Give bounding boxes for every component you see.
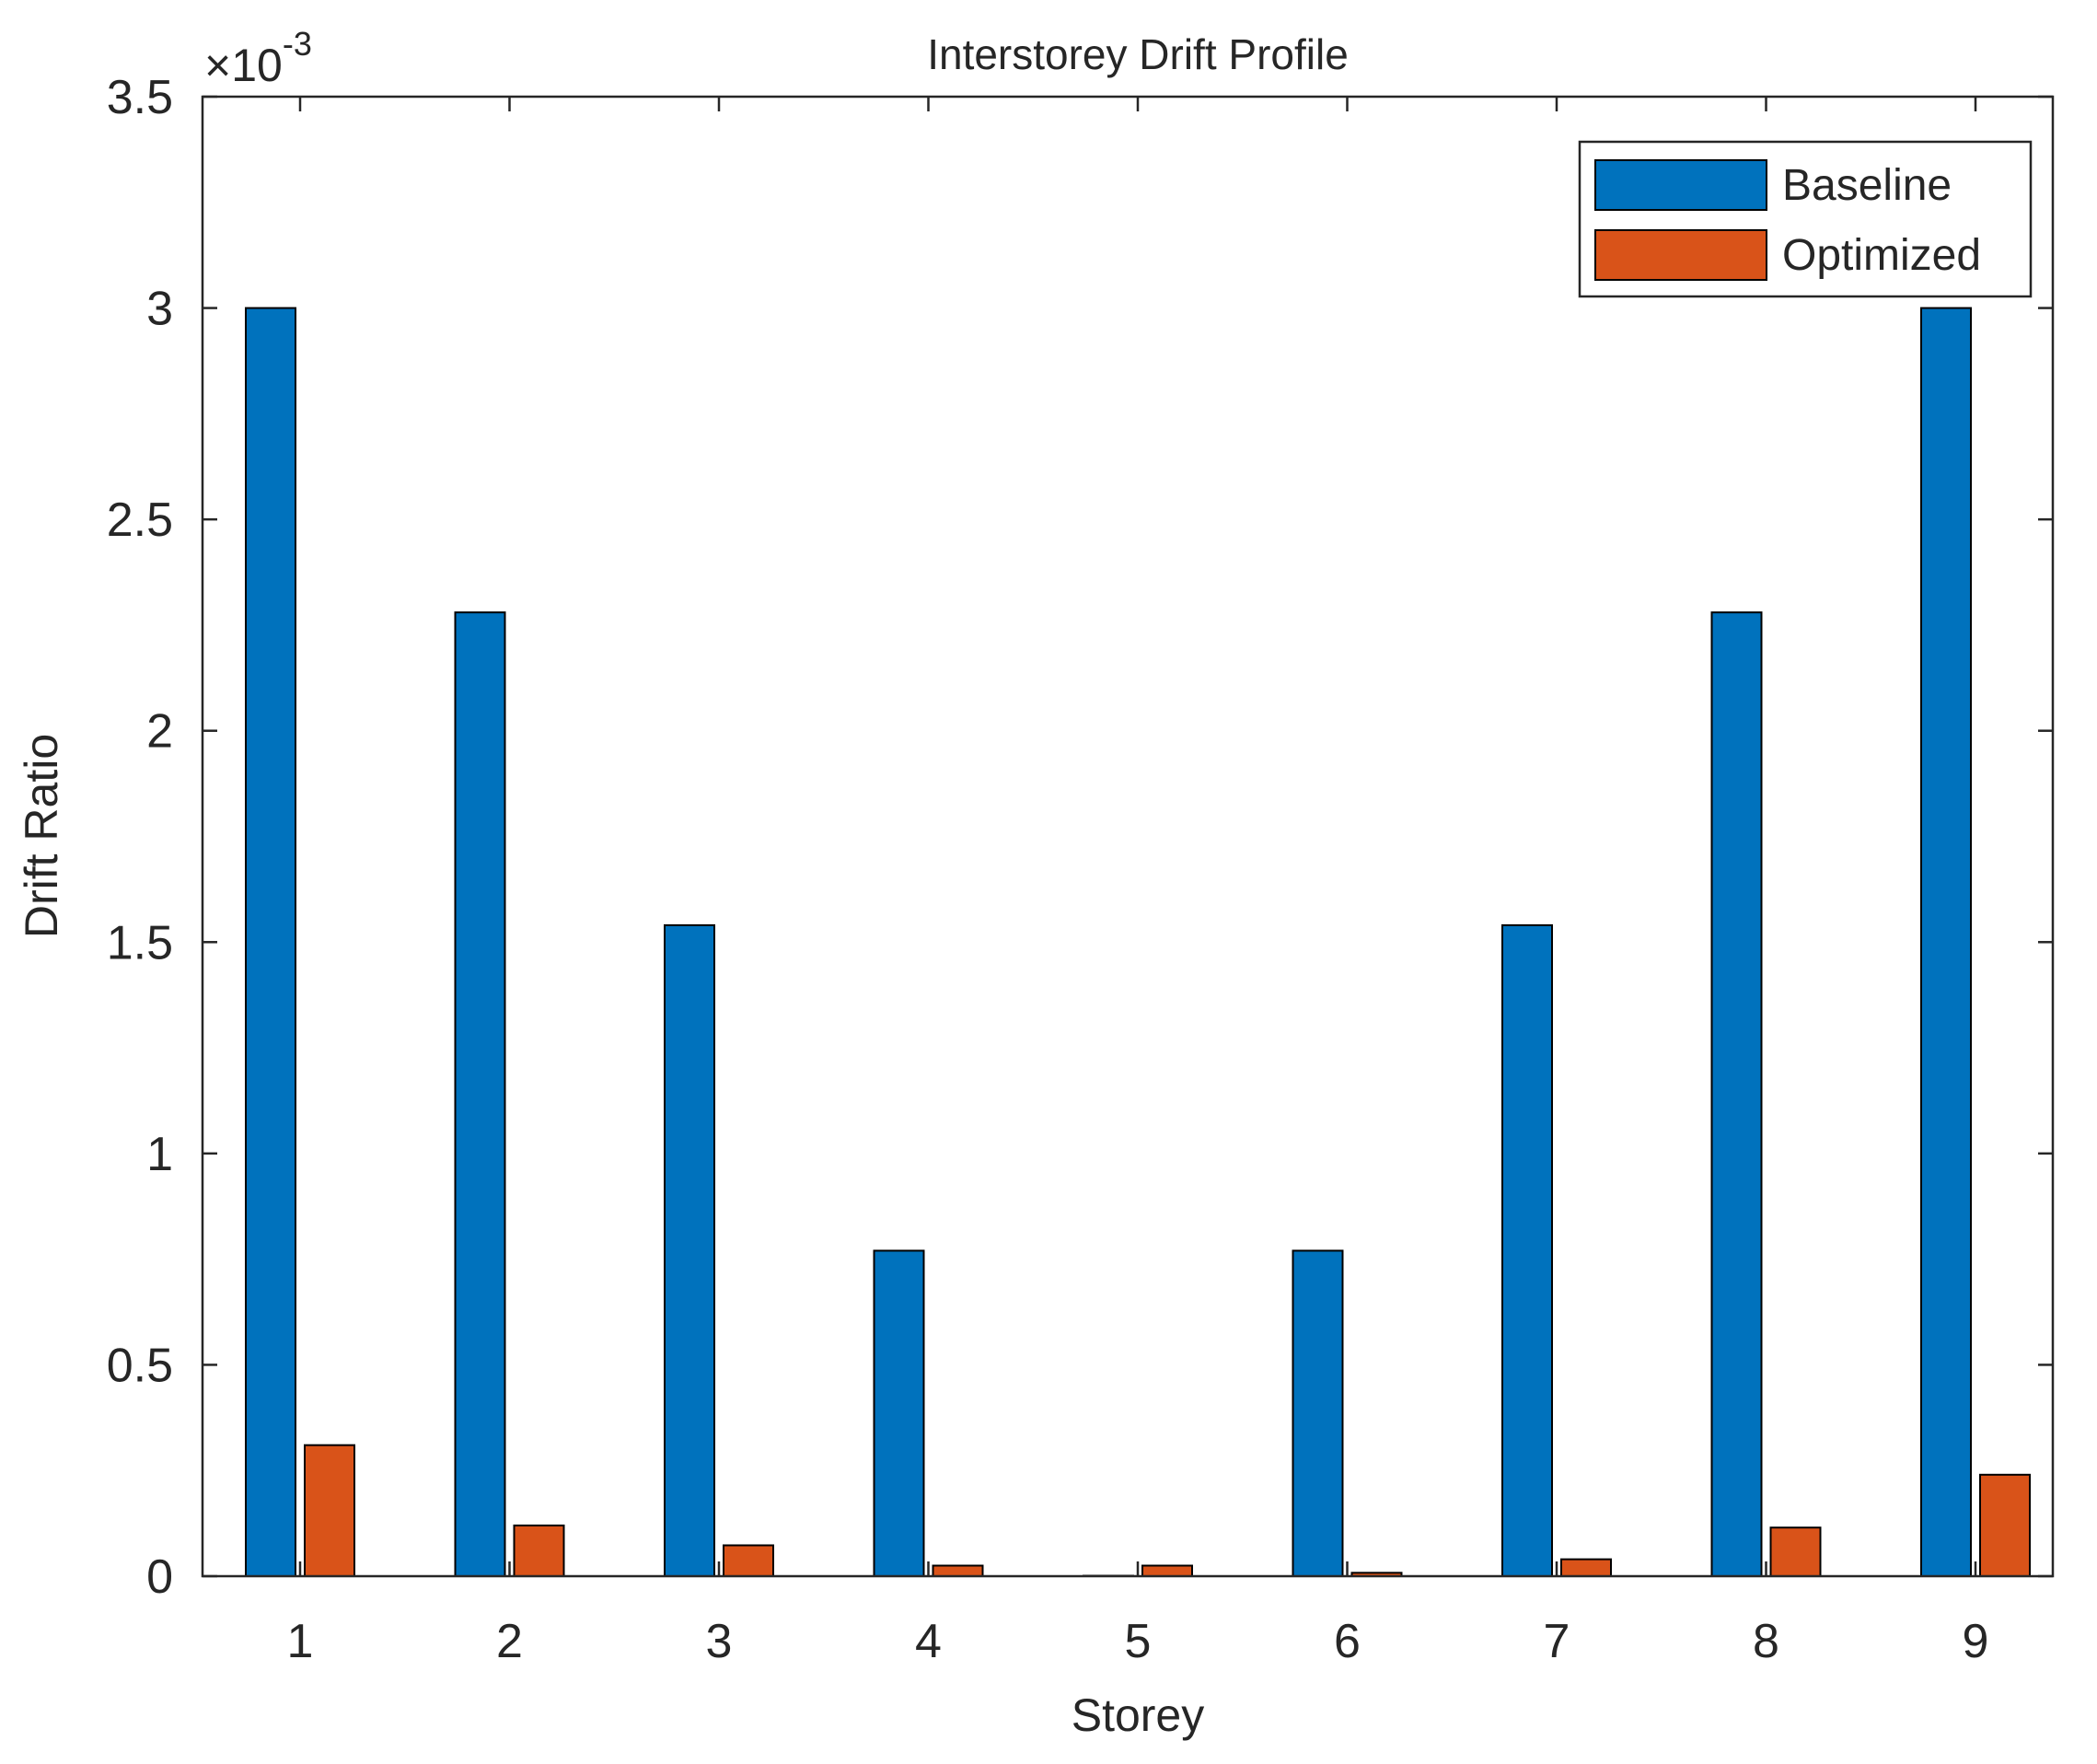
x-axis-label: Storey [1072, 1689, 1205, 1741]
bar-baseline-1 [245, 307, 296, 1578]
x-tick-labels: 1 2 3 4 5 6 7 8 9 [287, 1615, 1989, 1668]
bar-baseline-8 [1710, 611, 1763, 1577]
exponent-power: -3 [283, 25, 312, 63]
bar-optimized-5 [1141, 1564, 1193, 1578]
y-tick-label: 3 [146, 283, 173, 336]
y-tick-label: 1 [146, 1128, 173, 1181]
svg-text:×10-3: ×10-3 [204, 25, 312, 91]
x-tick-label: 3 [706, 1615, 733, 1668]
bar-optimized-1 [304, 1444, 355, 1578]
legend-label-baseline: Baseline [1782, 161, 1952, 210]
bars-layer [245, 307, 2031, 1578]
y-tick-labels: 0 0.5 1 1.5 2 2.5 3 3.5 [107, 71, 173, 1604]
legend-swatch-optimized [1594, 229, 1767, 281]
x-tick-label: 2 [496, 1615, 523, 1668]
y-tick-label: 3.5 [107, 71, 173, 124]
legend-swatch-baseline [1594, 159, 1767, 211]
chart-title: Interstorey Drift Profile [927, 30, 1349, 78]
bar-baseline-9 [1920, 307, 1972, 1578]
y-tick-label: 2.5 [107, 493, 173, 547]
bar-baseline-3 [664, 923, 715, 1577]
bar-baseline-2 [454, 611, 506, 1577]
bar-optimized-4 [932, 1564, 984, 1578]
exponent-base: ×10 [204, 40, 283, 91]
bar-optimized-3 [723, 1544, 774, 1577]
bar-baseline-7 [1501, 923, 1553, 1577]
x-tick-label: 8 [1753, 1615, 1779, 1668]
x-tick-label: 9 [1963, 1615, 1989, 1668]
x-tick-label: 5 [1125, 1615, 1152, 1668]
y-tick-label: 0.5 [107, 1339, 173, 1392]
bar-optimized-2 [513, 1524, 565, 1577]
y-tick-label: 2 [146, 705, 173, 759]
x-tick-label: 7 [1544, 1615, 1570, 1668]
bar-optimized-8 [1769, 1526, 1822, 1578]
x-tick-label: 1 [287, 1615, 314, 1668]
legend: Baseline Optimized [1578, 140, 2033, 298]
bar-optimized-7 [1560, 1558, 1612, 1577]
y-tick-label: 0 [146, 1550, 173, 1604]
legend-label-optimized: Optimized [1782, 231, 1981, 280]
x-tick-label: 6 [1334, 1615, 1361, 1668]
exponent-label: ×10-3 [204, 25, 312, 91]
y-axis-label: Drift Ratio [16, 734, 67, 938]
bar-baseline-6 [1292, 1249, 1344, 1577]
plot-area-frame [201, 95, 2055, 1578]
bar-baseline-4 [873, 1249, 925, 1577]
y-tick-label: 1.5 [107, 916, 173, 969]
x-tick-label: 4 [915, 1615, 942, 1668]
bar-optimized-9 [1979, 1473, 2031, 1577]
